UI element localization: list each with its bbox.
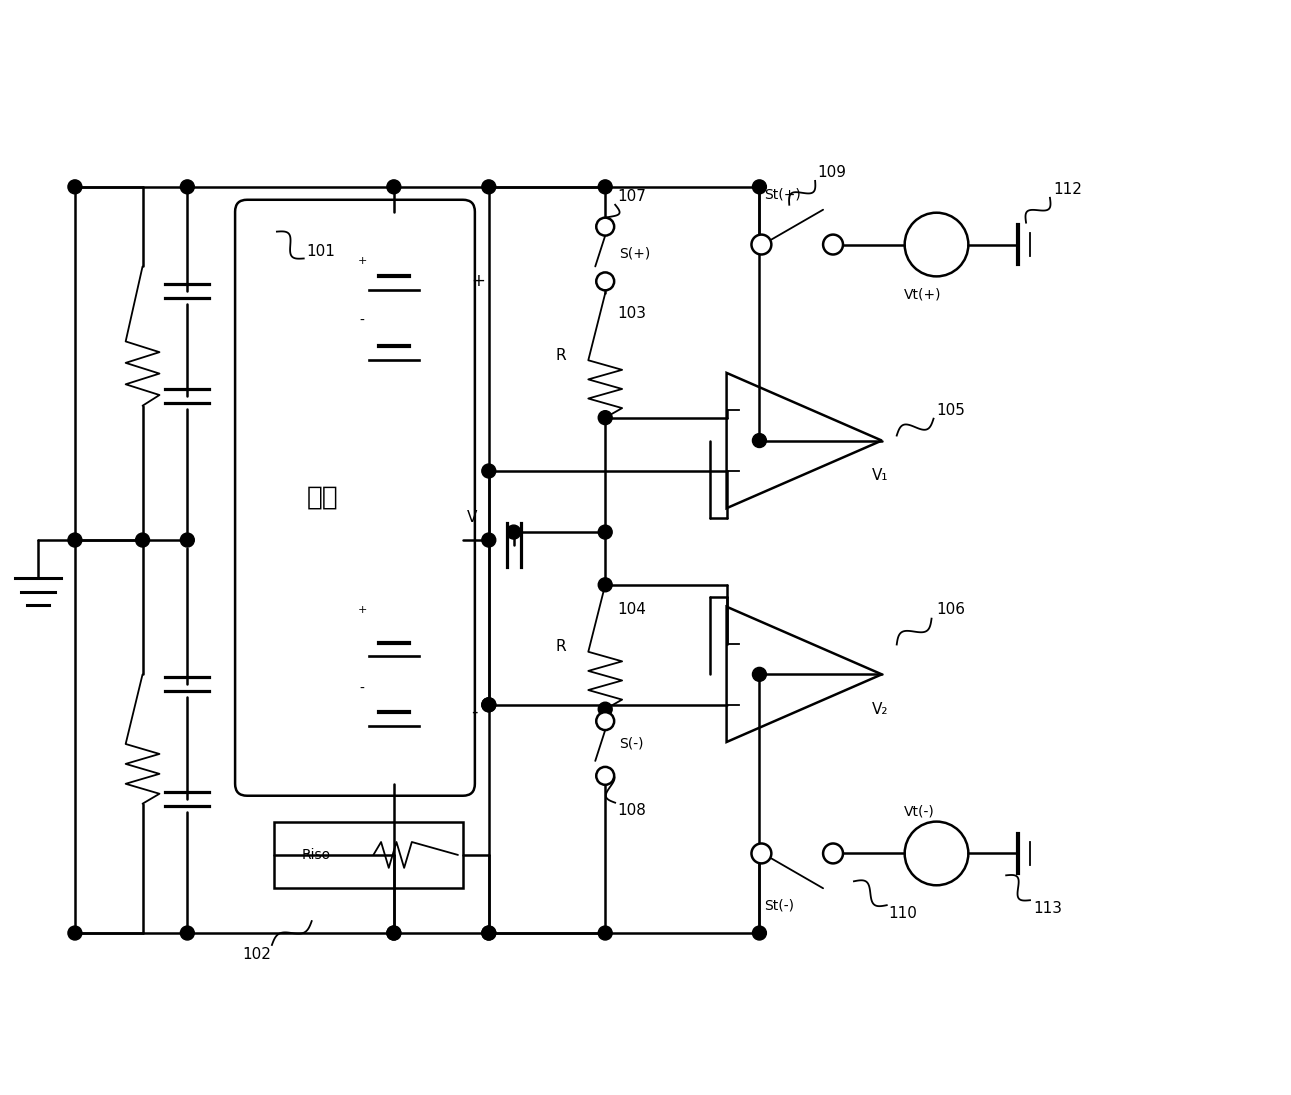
Circle shape [598, 411, 612, 425]
Text: 102: 102 [243, 947, 271, 963]
Text: +: + [358, 256, 367, 266]
Bar [274, 821, 463, 888]
Circle shape [68, 533, 81, 548]
Circle shape [824, 843, 843, 863]
Text: R: R [555, 639, 565, 655]
Circle shape [482, 698, 496, 712]
Text: +: + [358, 604, 367, 614]
Text: S(+): S(+) [620, 247, 651, 261]
Circle shape [753, 667, 767, 681]
Text: 110: 110 [888, 906, 918, 921]
Circle shape [387, 926, 400, 940]
Circle shape [596, 712, 615, 730]
Circle shape [387, 926, 400, 940]
Text: 电池: 电池 [307, 485, 338, 510]
Text: 107: 107 [617, 189, 646, 205]
Circle shape [598, 926, 612, 940]
Circle shape [482, 698, 496, 712]
Circle shape [598, 526, 612, 539]
Text: St(-): St(-) [764, 898, 794, 912]
Text: 104: 104 [617, 602, 646, 618]
Circle shape [753, 180, 767, 194]
Circle shape [751, 234, 771, 254]
Text: Vt(+): Vt(+) [904, 287, 941, 301]
Text: 101: 101 [307, 244, 336, 260]
Text: V: V [467, 510, 478, 526]
Circle shape [596, 273, 615, 290]
Text: 105: 105 [936, 403, 966, 418]
Circle shape [482, 533, 496, 548]
Text: Vt(-): Vt(-) [904, 805, 935, 819]
Circle shape [753, 926, 767, 940]
Text: V₂: V₂ [871, 702, 888, 716]
Circle shape [482, 464, 496, 477]
Circle shape [181, 926, 195, 940]
Text: 103: 103 [617, 306, 646, 321]
Text: 113: 113 [1033, 901, 1062, 915]
Text: 106: 106 [936, 602, 966, 618]
Text: V₁: V₁ [871, 468, 888, 483]
Circle shape [482, 926, 496, 940]
Circle shape [482, 926, 496, 940]
Circle shape [598, 180, 612, 194]
Text: R: R [555, 348, 565, 362]
Circle shape [596, 766, 615, 785]
Text: -: - [360, 682, 364, 696]
Text: +: + [471, 273, 484, 290]
Circle shape [824, 234, 843, 254]
Circle shape [387, 180, 400, 194]
Circle shape [751, 843, 771, 863]
Text: St(+): St(+) [764, 188, 802, 201]
Text: 108: 108 [617, 803, 646, 818]
Circle shape [753, 434, 767, 448]
Text: -: - [471, 703, 478, 722]
Circle shape [598, 578, 612, 591]
Circle shape [136, 533, 150, 548]
Text: S(-): S(-) [620, 737, 644, 750]
Text: 112: 112 [1053, 183, 1082, 197]
Circle shape [598, 702, 612, 716]
Text: -: - [360, 314, 364, 328]
Text: Riso: Riso [302, 848, 330, 862]
Circle shape [506, 526, 520, 539]
Text: 109: 109 [817, 165, 846, 181]
Circle shape [68, 926, 81, 940]
Circle shape [482, 180, 496, 194]
Circle shape [181, 180, 195, 194]
Circle shape [181, 533, 195, 548]
Circle shape [596, 218, 615, 235]
Circle shape [68, 180, 81, 194]
